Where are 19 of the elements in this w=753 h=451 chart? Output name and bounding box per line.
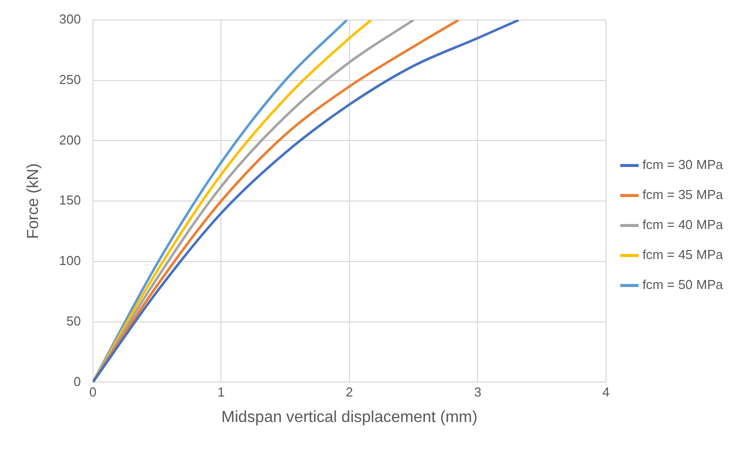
y-tick-label: 0 [74,374,81,389]
legend-label: fcm = 35 MPa [642,187,724,202]
y-tick-label: 300 [59,12,81,27]
x-tick-label: 2 [346,384,354,400]
y-tick-label: 50 [66,313,81,328]
x-tick-label: 4 [602,384,610,400]
legend-label: fcm = 45 MPa [642,247,724,262]
x-tick-label: 0 [89,384,97,400]
y-tick-label: 100 [59,253,81,268]
x-tick-label: 1 [218,384,225,400]
x-tick-label: 3 [474,384,482,400]
legend-label: fcm = 50 MPa [642,277,724,292]
y-axis-title: Force (kN) [25,163,42,239]
legend-label: fcm = 30 MPa [642,157,724,172]
y-tick-label: 150 [59,192,81,208]
x-axis-title: Midspan vertical displacement (mm) [221,408,478,426]
legend-label: fcm = 40 MPa [642,217,724,232]
y-tick-label: 250 [59,72,81,87]
y-tick-label: 200 [59,132,81,148]
